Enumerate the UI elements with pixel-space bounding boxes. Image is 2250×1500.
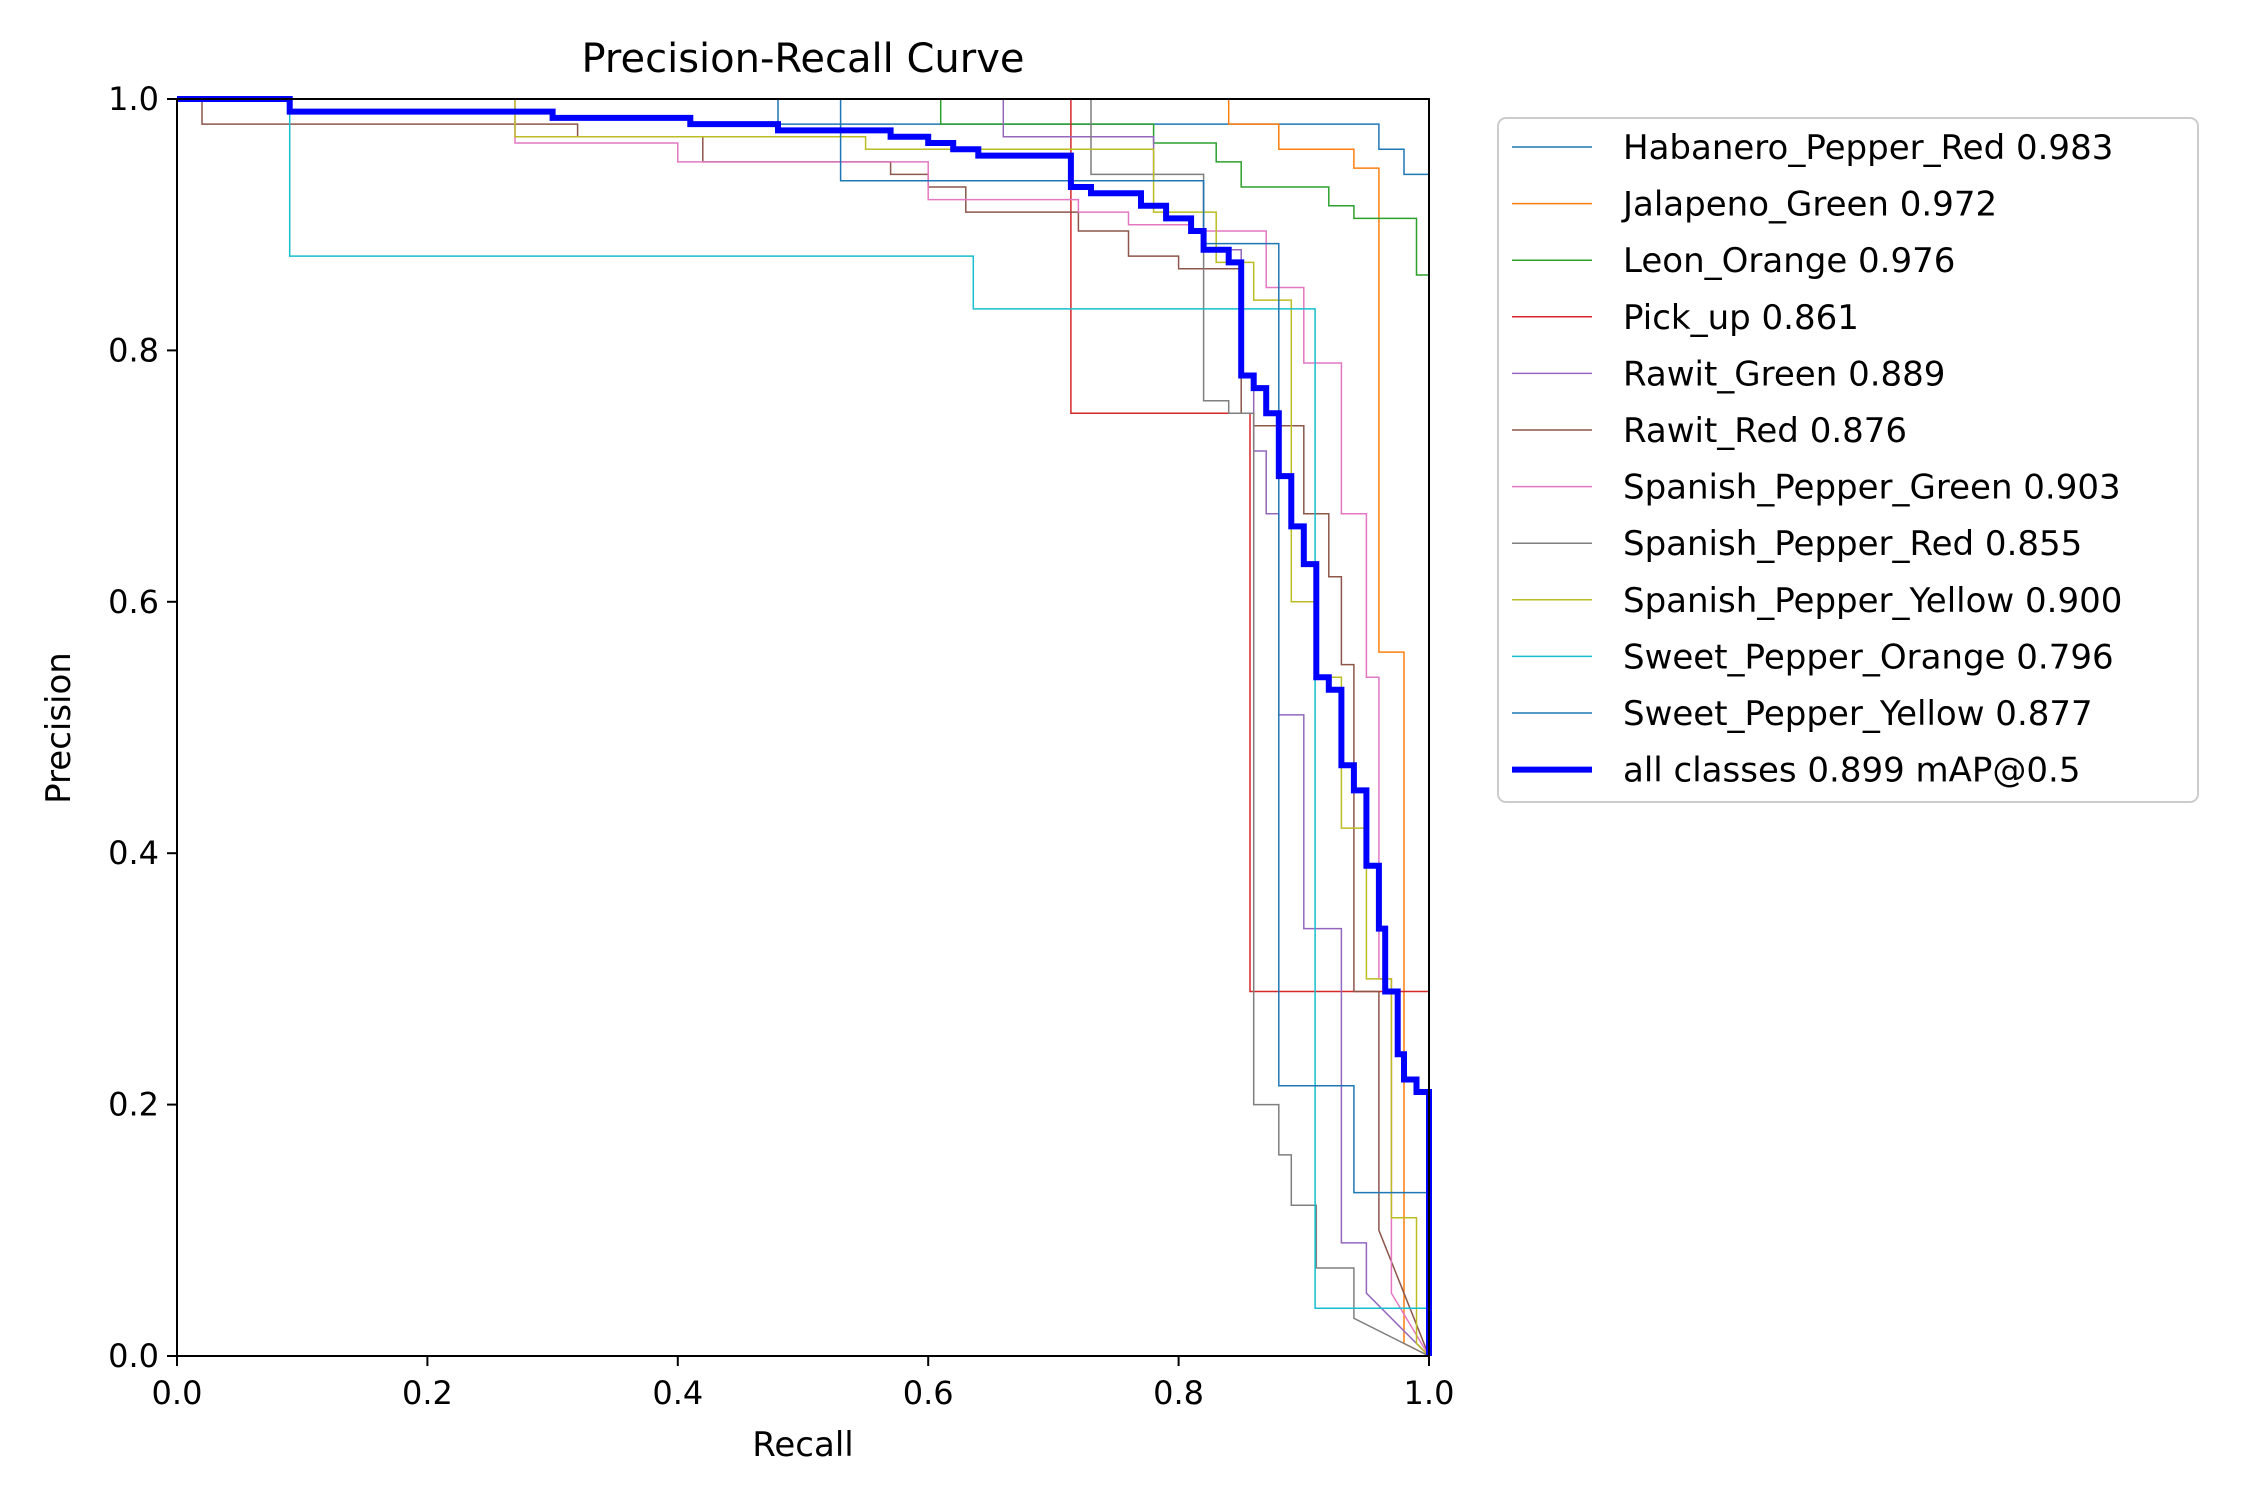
x-tick-label: 0.0 xyxy=(152,1374,203,1412)
x-tick-label: 0.8 xyxy=(1153,1374,1204,1412)
x-tick-label: 1.0 xyxy=(1404,1374,1455,1412)
legend-label: Sweet_Pepper_Yellow 0.877 xyxy=(1623,694,2093,734)
legend: Habanero_Pepper_Red 0.983 Jalapeno_Green … xyxy=(1497,117,2199,803)
series-line-rawit-red xyxy=(177,98,1430,1357)
x-tick-label: 0.2 xyxy=(402,1374,453,1412)
legend-label: Sweet_Pepper_Orange 0.796 xyxy=(1623,637,2114,677)
y-tick-label: 1.0 xyxy=(108,80,159,118)
series-line-leon-orange xyxy=(177,98,1430,1356)
legend-label: Spanish_Pepper_Green 0.903 xyxy=(1623,468,2121,508)
x-axis-ticks: 0.0 0.2 0.4 0.6 0.8 1.0 xyxy=(152,1356,1455,1412)
y-tick-label: 0.4 xyxy=(108,834,159,872)
x-tick-label: 0.4 xyxy=(652,1374,703,1412)
legend-frame xyxy=(1497,117,2199,803)
x-tick-label: 0.6 xyxy=(903,1374,954,1412)
y-axis-label: Precision xyxy=(39,652,79,804)
legend-label: Habanero_Pepper_Red 0.983 xyxy=(1623,128,2113,168)
y-tick-label: 0.2 xyxy=(108,1086,159,1124)
legend-label: Leon_Orange 0.976 xyxy=(1623,241,1955,281)
series-line-spanish-pepper-green xyxy=(177,98,1430,1357)
legend-label: Rawit_Green 0.889 xyxy=(1623,354,1945,394)
y-tick-label: 0.6 xyxy=(108,583,159,621)
y-axis-ticks: 0.0 0.2 0.4 0.6 0.8 1.0 xyxy=(108,80,177,1375)
legend-label: Spanish_Pepper_Red 0.855 xyxy=(1623,524,2082,564)
series-line-spanish-pepper-yellow xyxy=(177,98,1430,1357)
legend-label: Jalapeno_Green 0.972 xyxy=(1621,185,1997,225)
series-line-spanish-pepper-red xyxy=(177,98,1430,1357)
chart-title: Precision-Recall Curve xyxy=(582,36,1025,82)
y-tick-label: 0.0 xyxy=(108,1337,159,1375)
series-line-habanero-pepper-red xyxy=(177,98,1430,1356)
legend-label: Rawit_Red 0.876 xyxy=(1623,411,1907,451)
legend-label: all classes 0.899 mAP@0.5 xyxy=(1623,751,2080,791)
legend-label: Spanish_Pepper_Yellow 0.900 xyxy=(1623,581,2122,621)
series-line-all-classes xyxy=(177,96,1432,1356)
y-tick-label: 0.8 xyxy=(108,331,159,369)
plot-frame xyxy=(176,98,1430,1357)
legend-label: Pick_up 0.861 xyxy=(1623,298,1859,338)
series-line-jalapeno-green xyxy=(177,98,1430,1357)
x-axis-label: Recall xyxy=(752,1425,853,1465)
series-line-sweet-pepper-orange xyxy=(177,98,1430,1356)
